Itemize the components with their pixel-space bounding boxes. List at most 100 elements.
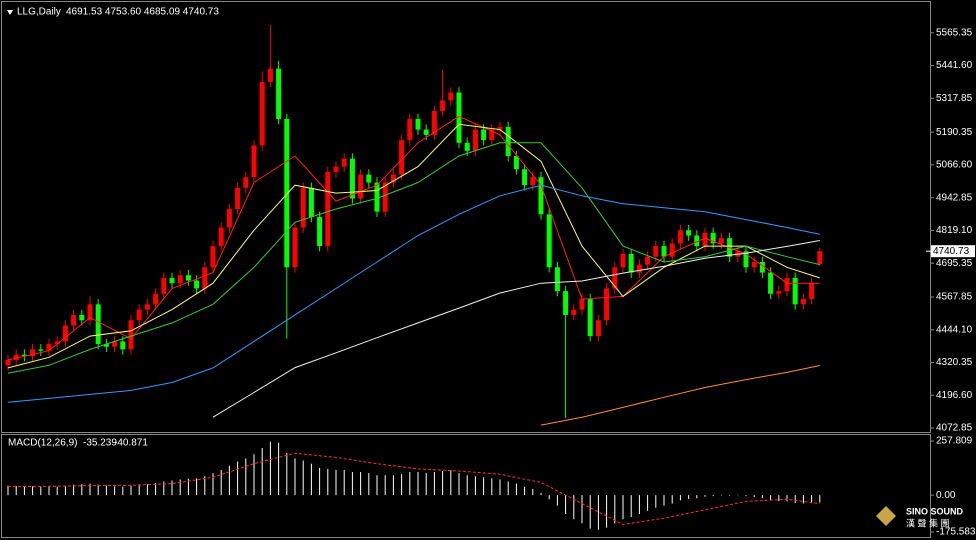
candle-body <box>628 254 634 273</box>
candle-body <box>87 304 93 321</box>
candle-body <box>267 68 273 82</box>
candle-body <box>333 166 339 172</box>
candle-body <box>153 293 159 305</box>
candle-body <box>472 129 478 151</box>
candle-body <box>620 254 626 268</box>
candle-body <box>13 354 19 360</box>
candle-body <box>226 209 232 228</box>
candle-body <box>382 182 388 212</box>
candle-body <box>407 118 413 141</box>
candle-body <box>341 158 347 167</box>
macd-signal <box>7 452 820 526</box>
candle-body <box>546 214 552 268</box>
candle-body <box>292 227 298 268</box>
candle-body <box>120 341 126 350</box>
candle-body <box>718 238 724 244</box>
candle-body <box>522 169 528 186</box>
ohlc-info: 4691.53 4753.60 4685.09 4740.73 <box>66 7 219 18</box>
candle-body <box>817 251 823 265</box>
y-tick-label: 4196.60 <box>936 390 973 401</box>
candle-body <box>144 304 150 310</box>
candle-body <box>809 283 815 300</box>
last-price-box <box>931 245 975 258</box>
candle-body <box>259 81 265 146</box>
candle-body <box>169 277 175 284</box>
macd-pane-border <box>1 434 931 538</box>
candle-body <box>448 92 454 101</box>
candle-body <box>677 230 683 244</box>
candle-body <box>456 92 462 143</box>
candle-body <box>636 264 642 273</box>
candle-body <box>489 129 495 141</box>
candle-body <box>54 341 60 345</box>
candle-body <box>481 129 487 141</box>
y-tick-label: 257.809 <box>936 436 973 447</box>
moving-average <box>7 142 820 374</box>
candle-body <box>358 174 364 199</box>
candle-body <box>784 277 790 292</box>
macd-signal-value: -40.871 <box>114 438 148 449</box>
macd-hist-value: -35.239 <box>83 438 117 449</box>
candle-body <box>202 267 208 289</box>
y-tick-label: 4072.85 <box>936 423 973 434</box>
y-tick-label: 4695.35 <box>936 258 973 269</box>
y-tick-label: 5441.60 <box>936 60 973 71</box>
candle-body <box>308 187 314 217</box>
candle-body <box>595 320 601 337</box>
candle-body <box>694 235 700 247</box>
candle-body <box>612 267 618 289</box>
candle-body <box>71 314 77 326</box>
moving-average <box>7 184 820 403</box>
macd-title: MACD(12,26,9) <box>8 438 77 449</box>
candle-body <box>300 187 306 228</box>
candle-body <box>62 325 68 342</box>
candle-body <box>30 349 36 356</box>
y-tick-label: 4819.10 <box>936 225 973 236</box>
candle-body <box>661 246 667 257</box>
candle-body <box>710 232 716 244</box>
candle-body <box>161 277 167 294</box>
y-tick-label: 0.00 <box>936 490 956 501</box>
candle-body <box>530 177 536 186</box>
candle-body <box>21 354 27 356</box>
moving-average <box>7 115 820 361</box>
price-pane-border <box>1 1 931 433</box>
candle-body <box>440 100 446 112</box>
candle-body <box>218 227 224 247</box>
y-tick-label: 5317.85 <box>936 93 973 104</box>
candle-body <box>349 158 355 199</box>
candle-body <box>5 359 11 366</box>
candle-body <box>423 129 429 135</box>
candle-body <box>431 111 437 135</box>
candle-body <box>325 171 331 247</box>
candle-body <box>587 299 593 337</box>
candle-body <box>563 291 569 315</box>
symbol-title: LLG,Daily <box>17 7 61 18</box>
candle-body <box>554 267 560 292</box>
logo-chinese: 漢 聲 集 團 <box>906 517 950 528</box>
candle-body <box>653 246 659 257</box>
candle-body <box>751 261 757 268</box>
candle-body <box>177 275 183 284</box>
candle-body <box>399 140 405 175</box>
candle-body <box>38 349 44 351</box>
candle-body <box>276 68 282 119</box>
logo: SINO SOUND 漢 聲 集 團 <box>876 506 964 528</box>
candle-body <box>235 187 241 210</box>
y-tick-label: 5066.60 <box>936 160 973 171</box>
candle-body <box>128 320 134 350</box>
moving-average <box>540 365 820 426</box>
candle-body <box>366 174 372 183</box>
y-tick-label: 4444.10 <box>936 324 973 335</box>
candle-body <box>243 177 249 188</box>
moving-average <box>212 240 820 418</box>
menu-triangle <box>7 10 13 15</box>
candle-body <box>604 288 610 321</box>
y-tick-label: -175.583 <box>936 527 976 538</box>
candle-body <box>317 216 323 247</box>
candle-body <box>768 272 774 294</box>
candle-body <box>776 291 782 294</box>
candle-body <box>136 309 142 321</box>
